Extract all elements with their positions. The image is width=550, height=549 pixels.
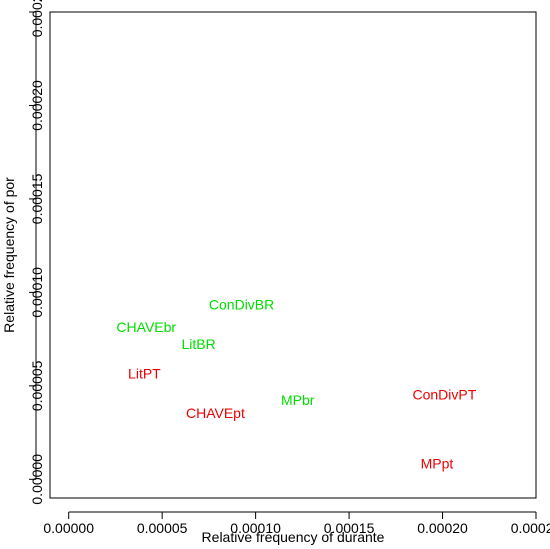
point-label-litbr: LitBR (181, 336, 215, 352)
y-axis-title: Relative frequency of por (1, 177, 17, 333)
point-label-litpt: LitPT (128, 366, 161, 382)
plot-frame (49, 11, 537, 499)
point-label-condivpt: ConDivPT (413, 386, 477, 402)
x-tick-label: 0.00005 (137, 520, 188, 536)
y-tick-label: 0.00005 (29, 360, 45, 411)
y-axis: 0.00000 0.00005 0.00010 0.00015 0.00020 0.000… (29, 0, 45, 505)
point-labels: ConDivBR CHAVEbr LitBR MPbr LitPT CHAVEpt ConD… (116, 297, 476, 472)
y-tick-label: 0.00010 (29, 267, 45, 318)
point-label-chavebr: CHAVEbr (116, 319, 176, 335)
point-label-mpbr: MPbr (281, 392, 315, 408)
x-tick-label: 0.00015 (324, 520, 375, 536)
x-tick-label: 0.00010 (230, 520, 281, 536)
x-tick-label: 0.00000 (43, 520, 94, 536)
x-axis-title: Relative frequency of durante (202, 529, 385, 545)
x-tick-label: 0.00020 (417, 520, 468, 536)
point-label-mppt: MPpt (421, 455, 454, 471)
point-label-chavept: CHAVEpt (186, 405, 245, 421)
y-tick-label: 0.00020 (29, 80, 45, 131)
y-tick-label: 0.00000 (29, 454, 45, 505)
x-axis: 0.00000 0.00005 0.00010 0.00015 0.00020 0.000… (43, 511, 550, 536)
y-tick-label: 0.00015 (29, 173, 45, 224)
y-tick-label: 0.00025 (29, 0, 45, 37)
point-label-condivbr: ConDivBR (209, 297, 274, 313)
x-tick-label: 0.00025 (511, 520, 550, 536)
